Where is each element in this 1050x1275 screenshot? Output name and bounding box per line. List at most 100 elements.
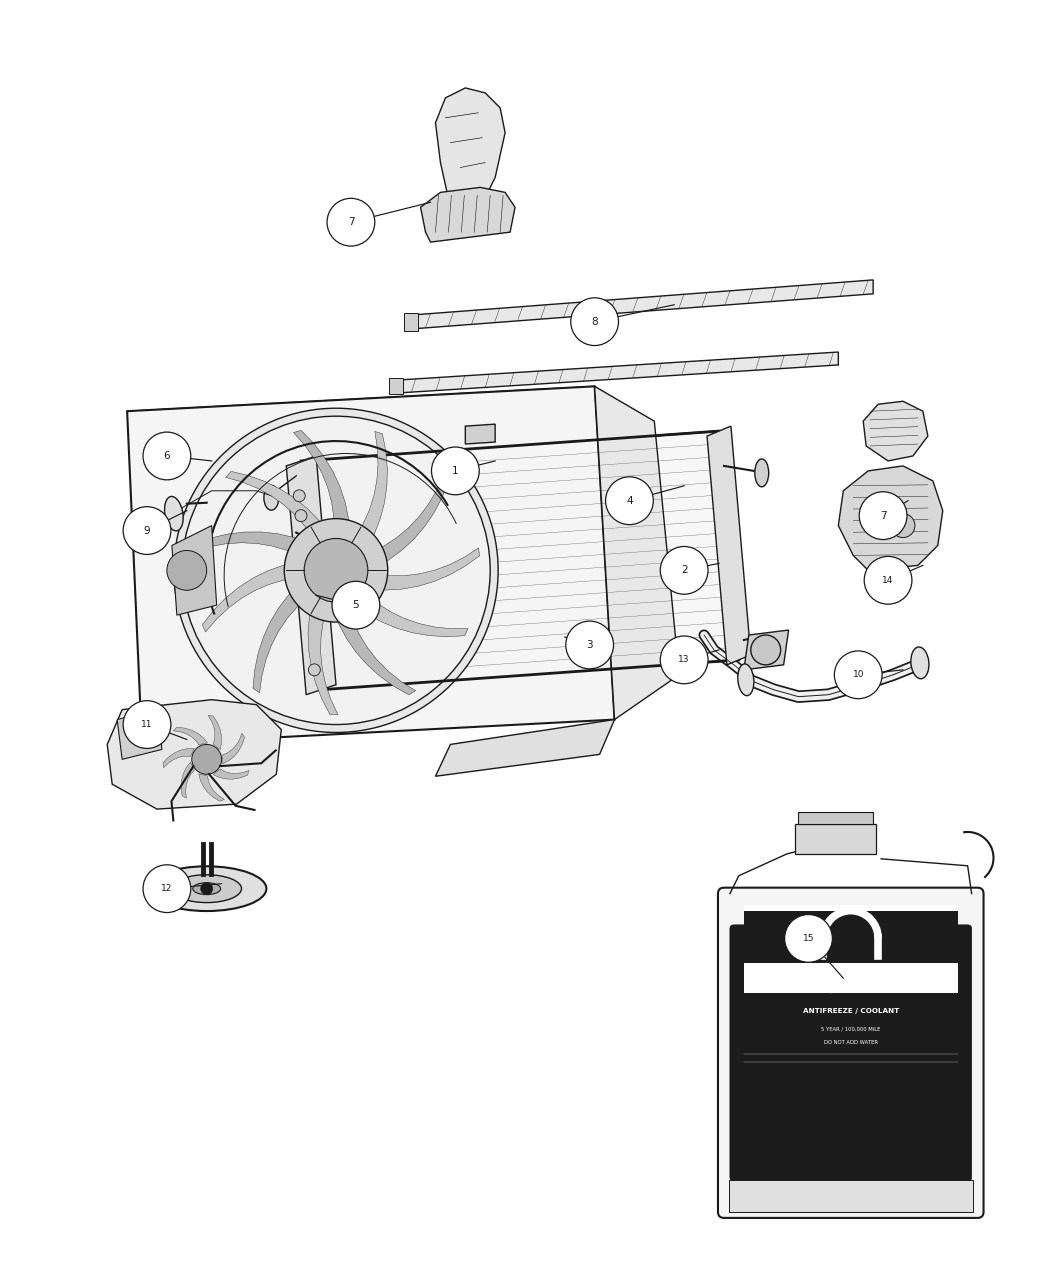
Polygon shape [208, 715, 222, 750]
Circle shape [864, 556, 912, 604]
Polygon shape [416, 280, 874, 329]
Circle shape [192, 745, 222, 774]
Text: 8: 8 [591, 316, 597, 326]
Ellipse shape [297, 542, 329, 558]
Text: 4: 4 [626, 496, 633, 506]
Text: 13: 13 [678, 655, 690, 664]
Polygon shape [172, 525, 216, 615]
Polygon shape [743, 630, 789, 669]
Polygon shape [127, 386, 620, 431]
Text: 7: 7 [880, 511, 886, 520]
Ellipse shape [193, 882, 220, 895]
Text: ANTIFREEZE / COOLANT: ANTIFREEZE / COOLANT [802, 1007, 899, 1014]
Polygon shape [173, 727, 208, 745]
Text: 50 /50 PREDILUTED: 50 /50 PREDILUTED [822, 988, 880, 993]
Polygon shape [371, 474, 449, 567]
Text: 2: 2 [680, 565, 688, 575]
Polygon shape [863, 402, 928, 462]
FancyBboxPatch shape [730, 924, 971, 1181]
Polygon shape [223, 733, 245, 764]
Circle shape [293, 490, 306, 502]
Polygon shape [401, 352, 838, 393]
Polygon shape [421, 187, 516, 242]
Polygon shape [198, 774, 225, 801]
Polygon shape [465, 425, 496, 444]
Circle shape [332, 581, 380, 629]
Circle shape [182, 416, 490, 724]
Circle shape [566, 621, 613, 669]
Polygon shape [301, 431, 739, 690]
Circle shape [143, 432, 191, 479]
Polygon shape [308, 601, 338, 714]
Polygon shape [226, 472, 328, 539]
Circle shape [123, 506, 171, 555]
Text: 15: 15 [803, 933, 814, 944]
Text: 9: 9 [144, 525, 150, 536]
FancyBboxPatch shape [718, 887, 984, 1218]
Polygon shape [253, 584, 308, 692]
Ellipse shape [165, 496, 183, 530]
Ellipse shape [147, 866, 267, 912]
Polygon shape [118, 710, 162, 760]
Circle shape [295, 510, 307, 521]
Polygon shape [594, 386, 679, 719]
Text: 3: 3 [586, 640, 593, 650]
Bar [729, 1181, 972, 1213]
Text: 1: 1 [453, 465, 459, 476]
Polygon shape [182, 762, 194, 798]
Circle shape [432, 448, 479, 495]
Polygon shape [127, 386, 614, 745]
Polygon shape [213, 769, 249, 779]
Text: DO NOT ADD WATER: DO NOT ADD WATER [824, 1040, 878, 1045]
Polygon shape [193, 532, 309, 556]
Circle shape [660, 636, 708, 683]
Text: 6: 6 [164, 451, 170, 462]
Circle shape [123, 701, 171, 748]
Polygon shape [107, 700, 281, 810]
Polygon shape [436, 88, 505, 222]
Bar [798, 812, 874, 824]
Polygon shape [333, 607, 416, 695]
Ellipse shape [755, 459, 769, 487]
Polygon shape [287, 456, 336, 695]
Polygon shape [355, 431, 387, 547]
Bar [403, 312, 418, 330]
Circle shape [835, 652, 882, 699]
Ellipse shape [910, 646, 929, 678]
Text: 14: 14 [882, 576, 894, 585]
Circle shape [143, 864, 191, 913]
Circle shape [571, 298, 618, 346]
Circle shape [327, 199, 375, 246]
Circle shape [167, 551, 207, 590]
Polygon shape [707, 426, 751, 664]
Circle shape [285, 519, 387, 622]
Circle shape [606, 477, 653, 524]
Ellipse shape [738, 664, 754, 696]
Polygon shape [294, 431, 350, 534]
Text: 11: 11 [142, 720, 152, 729]
Circle shape [304, 538, 368, 602]
Text: MOPAR: MOPAR [835, 966, 866, 975]
Circle shape [751, 635, 780, 664]
Bar [795, 824, 876, 854]
Text: 7: 7 [348, 217, 354, 227]
Circle shape [859, 492, 907, 539]
Text: 12: 12 [162, 884, 172, 894]
Circle shape [309, 664, 320, 676]
Polygon shape [436, 719, 614, 776]
Bar [743, 912, 958, 963]
Polygon shape [203, 562, 298, 632]
Polygon shape [370, 548, 480, 590]
Bar [743, 905, 958, 993]
Circle shape [660, 547, 708, 594]
Polygon shape [838, 465, 943, 570]
Circle shape [784, 914, 833, 963]
Text: 10: 10 [853, 671, 864, 680]
Circle shape [891, 514, 915, 538]
Polygon shape [163, 748, 194, 768]
Ellipse shape [172, 875, 242, 903]
Bar [388, 379, 402, 394]
Circle shape [174, 408, 498, 733]
Ellipse shape [264, 486, 279, 510]
Text: 5: 5 [353, 601, 359, 611]
